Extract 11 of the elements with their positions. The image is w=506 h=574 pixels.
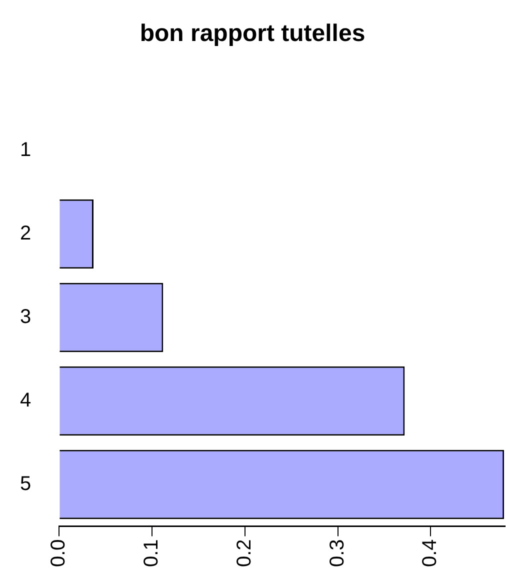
x-tick-label: 0.4	[419, 539, 442, 568]
chart-title: bon rapport tutelles	[140, 20, 366, 48]
x-tick-label: 0.3	[326, 539, 348, 568]
y-tick-label: 2	[20, 222, 32, 245]
x-tick-label: 0.1	[140, 539, 163, 568]
x-tick-label: 0.2	[233, 539, 256, 568]
y-tick-label: 4	[20, 389, 32, 412]
y-tick-label: 5	[20, 472, 32, 495]
x-tick-label: 0.0	[48, 539, 70, 568]
y-tick-label: 1	[20, 139, 32, 162]
y-tick-label: 3	[20, 306, 32, 328]
